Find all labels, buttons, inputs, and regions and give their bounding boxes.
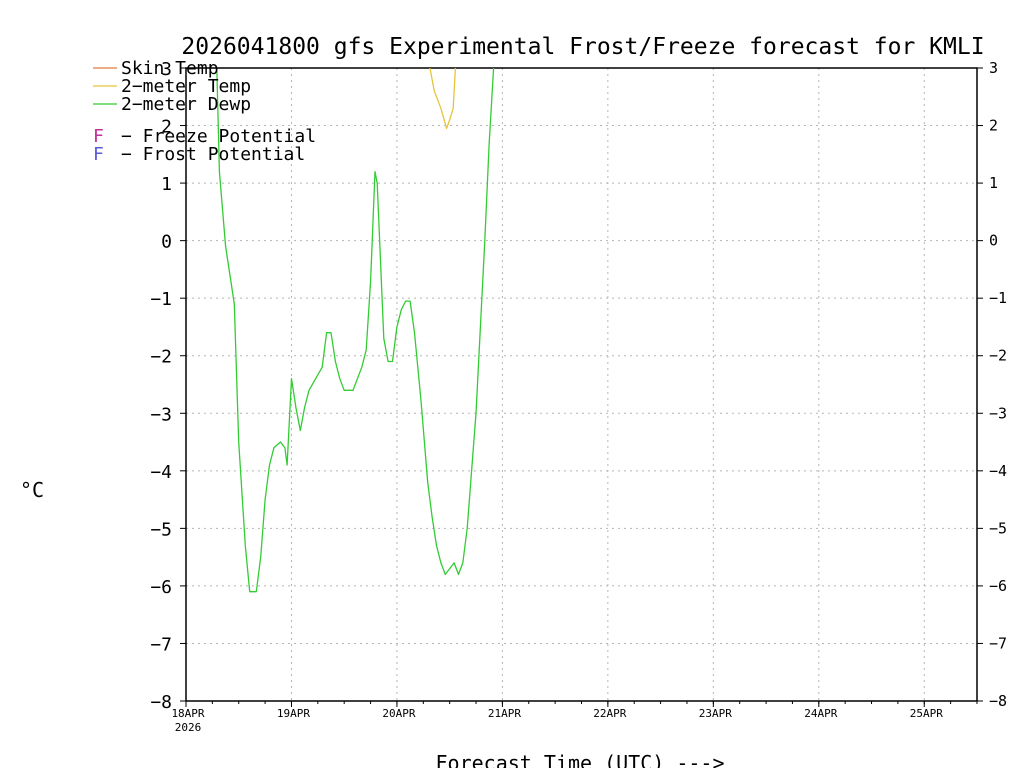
y-tick-label-left: 0 — [161, 232, 172, 253]
legend-marker-symbol: F — [93, 126, 104, 147]
y-tick-label-right: 0 — [989, 232, 998, 250]
axes — [180, 67, 983, 707]
x-tick-label: 25APR — [910, 707, 943, 720]
legend-marker-label: − Freeze Potential — [121, 126, 316, 147]
y-tick-label-left: −8 — [150, 692, 172, 713]
tick-labels: −8 −8 −7 −7 −6 −6 −5 −5 −4 −4 −3 −3 −2 −2 −1 −1 0 0 1 1 2 2 3 3… — [150, 59, 1007, 734]
y-tick-label-left: −1 — [150, 289, 172, 310]
y-tick-label-right: −1 — [989, 289, 1007, 307]
y-tick-label-right: −5 — [989, 519, 1007, 537]
y-tick-label-left: −4 — [150, 462, 172, 483]
legend-label: Skin Temp — [121, 58, 219, 79]
y-tick-label-left: −6 — [150, 577, 172, 598]
y-tick-label-left: −2 — [150, 347, 172, 368]
y-tick-label-right: −2 — [989, 347, 1007, 365]
y-tick-label-right: −8 — [989, 692, 1007, 710]
y-tick-label-left: 1 — [161, 174, 172, 195]
y-tick-label-right: −6 — [989, 577, 1007, 595]
y-tick-label-left: 2 — [161, 117, 172, 138]
y-tick-label-right: 2 — [989, 117, 998, 135]
y-tick-label-left: −3 — [150, 404, 172, 425]
x-tick-label: 22APR — [593, 707, 626, 720]
y-tick-label-left: −5 — [150, 519, 172, 540]
chart-title: 2026041800 gfs Experimental Frost/Freeze… — [181, 34, 984, 60]
y-tick-label-right: −4 — [989, 462, 1007, 480]
y-axis-label: °C — [20, 478, 44, 502]
legend-label: 2−meter Dewp — [121, 94, 251, 115]
legend-marker-label: − Frost Potential — [121, 144, 305, 165]
series-line-2-meter-dewp — [216, 68, 495, 593]
x-tick-label: 24APR — [804, 707, 837, 720]
x-tick-label: 23APR — [699, 707, 732, 720]
series-lines — [216, 68, 495, 593]
y-tick-label-right: 1 — [989, 174, 998, 192]
x-tick-label: 18APR — [171, 707, 204, 720]
y-tick-label-left: −7 — [150, 634, 172, 655]
legend-marker-symbol: F — [93, 144, 104, 165]
y-tick-label-right: −7 — [989, 634, 1007, 652]
x-tick-label: 21APR — [488, 707, 521, 720]
x-tick-sublabel: 2026 — [175, 721, 202, 734]
y-tick-label-right: 3 — [989, 59, 998, 77]
legend-label: 2−meter Temp — [121, 76, 251, 97]
plot-frame — [185, 67, 978, 702]
y-tick-label-left: 3 — [161, 59, 172, 80]
x-axis-label: Forecast Time (UTC) ---> — [436, 751, 725, 768]
y-tick-label-right: −3 — [989, 404, 1007, 422]
series-line-2-meter-temp — [429, 68, 457, 130]
x-tick-label: 19APR — [277, 707, 310, 720]
x-tick-label: 20APR — [382, 707, 415, 720]
